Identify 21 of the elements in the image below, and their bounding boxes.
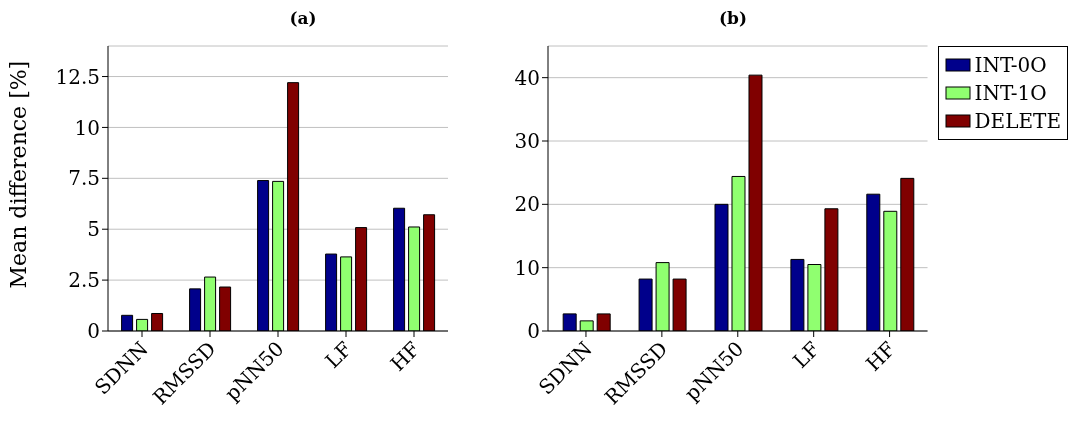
legend-label: DELETE	[974, 108, 1061, 135]
x-tick-label: HF	[861, 336, 901, 376]
chart-title: (a)	[288, 8, 318, 30]
y-tick-label: 2.5	[68, 268, 100, 293]
y-tick-label: 20	[514, 192, 540, 217]
y-tick-label: 0	[527, 319, 540, 344]
y-tick-label: 40	[514, 65, 540, 90]
legend-label: INT-0O	[974, 52, 1047, 79]
y-tick-label: 10	[514, 255, 540, 280]
y-tick-label: 0	[87, 319, 100, 344]
y-tick-label: 7.5	[68, 166, 100, 191]
x-tick-label: LF	[788, 336, 825, 373]
x-tick-label: HF	[385, 336, 425, 376]
y-tick-label: 5	[87, 217, 100, 242]
y-tick-label: 10	[74, 115, 100, 140]
legend-label: INT-1O	[974, 80, 1047, 107]
y-tick-label: 12.5	[55, 64, 100, 89]
chart-title: (b)	[718, 8, 748, 30]
y-tick-label: 30	[514, 129, 540, 154]
x-tick-label: LF	[320, 336, 357, 373]
y-axis-title: Mean difference [%]	[5, 60, 31, 289]
